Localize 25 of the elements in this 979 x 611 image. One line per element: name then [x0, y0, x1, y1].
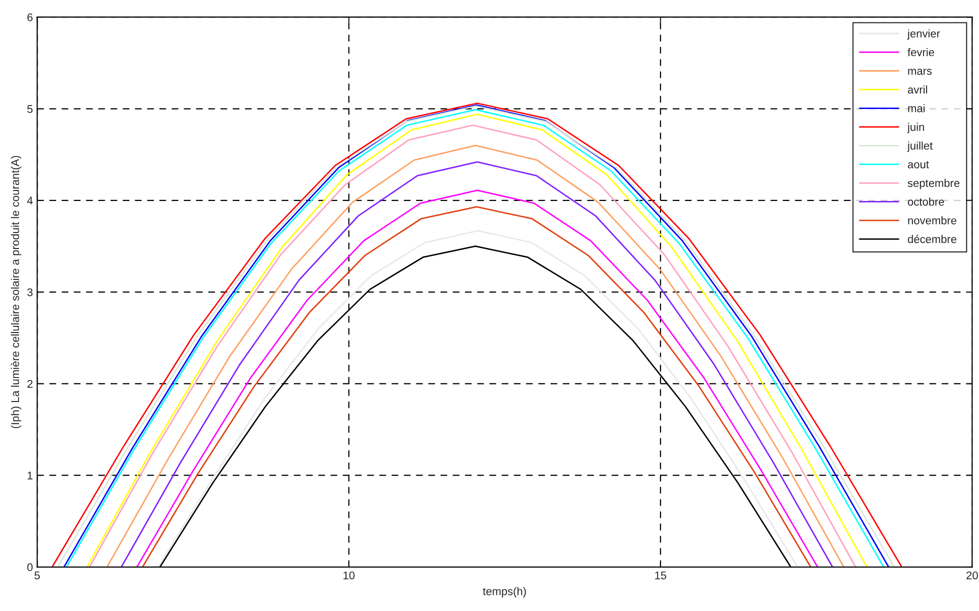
x-tick-label: 5	[34, 572, 40, 580]
x-tick-label: 15	[655, 572, 666, 580]
y-tick-label: 6	[27, 13, 33, 22]
y-tick-label: 2	[27, 380, 32, 388]
legend-label: juillet	[907, 141, 933, 152]
legend-label: septembre	[908, 178, 960, 190]
y-tick-label: 3	[27, 288, 33, 296]
y-tick-label: 0	[27, 563, 33, 572]
legend-label: jenvier	[907, 29, 940, 40]
legend-label: décembre	[908, 234, 956, 244]
legend-label: fevrie	[908, 48, 934, 56]
legend-label: mai	[908, 104, 925, 112]
legend-label: octobre	[908, 198, 944, 206]
y-tick-label: 5	[27, 105, 33, 113]
x-axis-title: temps(h)	[482, 587, 526, 598]
y-tick-label: 1	[28, 472, 32, 480]
legend-label: novembre	[908, 216, 956, 224]
x-tick-label: 20	[966, 571, 978, 580]
legend-label: mars	[908, 68, 932, 75]
x-tick-label: 10	[344, 571, 355, 580]
y-tick-label: 4	[27, 196, 33, 204]
legend-label: aout	[908, 161, 929, 168]
y-axis-title: (Iph) La lumière cellulaire solaire a produit le courant(A)	[10, 156, 22, 428]
legend-label: juin	[907, 122, 924, 134]
legend-label: avril	[908, 85, 928, 94]
